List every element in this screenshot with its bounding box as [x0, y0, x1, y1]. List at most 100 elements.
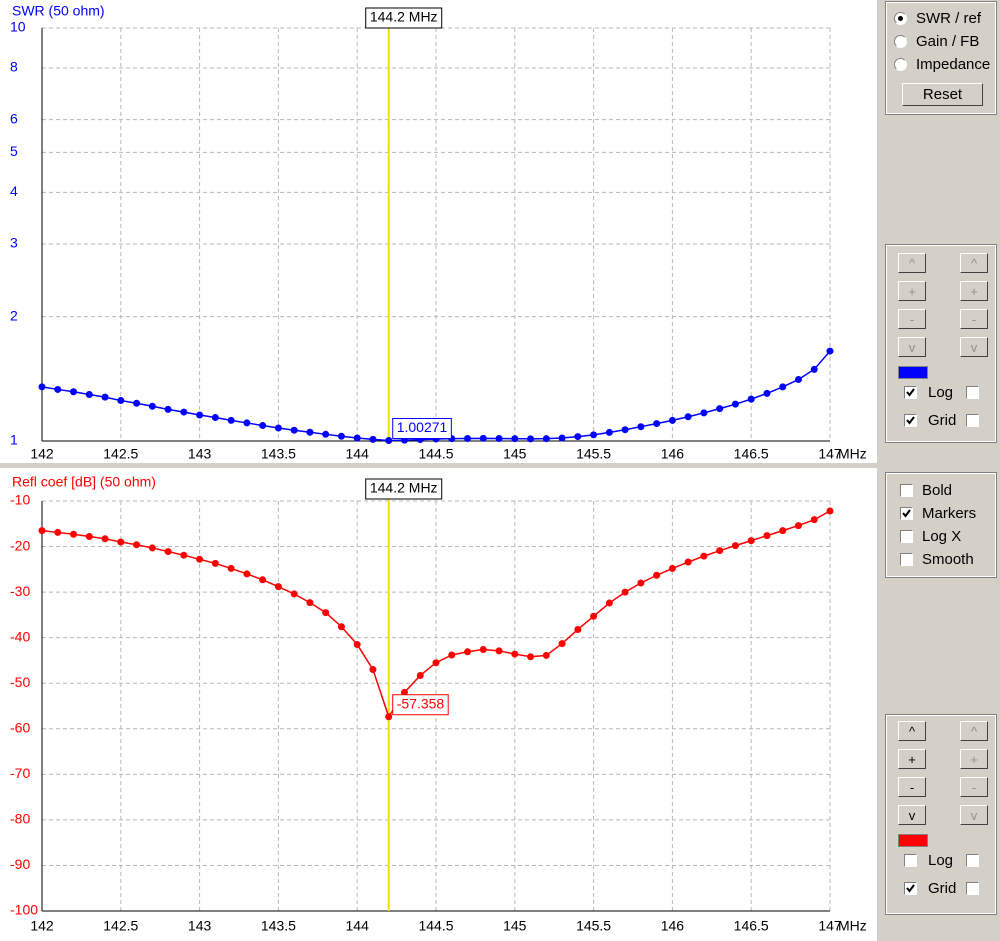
data-point	[259, 576, 267, 584]
data-point	[605, 599, 613, 607]
x-tick-label: 143.5	[261, 446, 296, 462]
checkbox-label[interactable]: Grid	[928, 880, 957, 897]
y-tick-label: -20	[10, 537, 30, 553]
x-unit: MHz	[838, 918, 867, 934]
checkbox-label[interactable]: Log X	[922, 528, 962, 545]
checkbox-label[interactable]: Bold	[922, 482, 953, 499]
data-point	[558, 640, 566, 648]
radio-label[interactable]: Impedance	[916, 56, 991, 73]
scale-button[interactable]: +	[898, 281, 926, 301]
scale-button[interactable]: -	[898, 777, 926, 797]
y-tick-label: 10	[10, 19, 26, 35]
checkbox[interactable]	[904, 882, 917, 895]
data-point	[306, 428, 314, 436]
splitter	[0, 463, 877, 468]
cursor-label-box	[365, 478, 443, 500]
scale-button[interactable]: +	[898, 749, 926, 769]
data-point	[653, 571, 661, 579]
data-point	[668, 564, 676, 572]
radio-button[interactable]	[894, 35, 907, 48]
checkbox[interactable]	[966, 386, 979, 399]
checkbox[interactable]	[904, 386, 917, 399]
x-tick-label: 142	[30, 918, 54, 934]
x-tick-label: 145	[503, 446, 527, 462]
scale-button[interactable]: v	[898, 337, 926, 357]
y-tick-label: 6	[10, 110, 18, 126]
checkbox[interactable]	[904, 414, 917, 427]
scale-button[interactable]: v	[960, 805, 988, 825]
radio-button[interactable]	[894, 58, 907, 71]
y-tick-label: 5	[10, 143, 18, 159]
plot-background	[0, 0, 877, 941]
data-point	[38, 383, 46, 391]
data-point	[527, 653, 535, 661]
y-tick-label: -40	[10, 628, 30, 644]
data-point	[85, 390, 93, 398]
data-point	[337, 432, 345, 440]
checkbox-label[interactable]: Markers	[922, 505, 977, 522]
x-tick-label: 144.5	[418, 446, 453, 462]
x-tick-label: 142.5	[103, 918, 138, 934]
checkbox[interactable]	[966, 414, 979, 427]
x-tick-label: 144	[346, 918, 370, 934]
data-point	[590, 431, 598, 439]
data-point	[826, 507, 834, 515]
scale-button[interactable]: +	[960, 749, 988, 769]
data-point	[148, 544, 156, 552]
data-point	[322, 609, 330, 617]
scale-button[interactable]: v	[898, 805, 926, 825]
data-point	[164, 405, 172, 413]
checkbox[interactable]	[900, 553, 913, 566]
data-point	[243, 570, 251, 578]
scale-button[interactable]: -	[960, 777, 988, 797]
checkbox[interactable]	[900, 484, 913, 497]
checkbox[interactable]	[904, 854, 917, 867]
x-tick-label: 143	[188, 918, 212, 934]
data-point	[621, 588, 629, 596]
cursor-label-box	[365, 7, 443, 29]
y-tick-label: 1	[10, 432, 18, 448]
scale-button[interactable]: ^	[898, 253, 926, 273]
data-point	[558, 434, 566, 442]
scale-button[interactable]: +	[960, 281, 988, 301]
radio-label[interactable]: Gain / FB	[916, 33, 980, 50]
data-point	[527, 435, 535, 443]
data-point	[495, 647, 503, 655]
data-point	[700, 552, 708, 560]
y-tick-label: 2	[10, 307, 18, 323]
data-point	[621, 426, 629, 434]
scale-button[interactable]: -	[960, 309, 988, 329]
checkbox[interactable]	[900, 530, 913, 543]
data-point	[479, 434, 487, 442]
data-point	[400, 688, 408, 696]
data-point	[148, 402, 156, 410]
checkbox[interactable]	[900, 507, 913, 520]
scale-button[interactable]: ^	[960, 721, 988, 741]
checkbox[interactable]	[966, 854, 979, 867]
scale-button[interactable]: -	[898, 309, 926, 329]
checkbox-label[interactable]: Smooth	[922, 551, 974, 568]
data-point	[274, 583, 282, 591]
data-point	[416, 671, 424, 679]
data-point	[290, 590, 298, 598]
x-tick-label: 147	[818, 918, 842, 934]
radio-label[interactable]: SWR / ref	[916, 10, 982, 27]
data-point	[259, 422, 267, 430]
scale-button[interactable]: ^	[960, 253, 988, 273]
data-point	[747, 537, 755, 545]
checkbox-label[interactable]: Log	[928, 852, 954, 869]
data-point	[432, 659, 440, 667]
scale-button[interactable]: v	[960, 337, 988, 357]
data-point	[38, 527, 46, 535]
data-point	[747, 395, 755, 403]
reset-button[interactable]: Reset	[902, 83, 983, 106]
radio-button[interactable]	[894, 12, 907, 25]
scale-button[interactable]: ^	[898, 721, 926, 741]
data-point	[337, 623, 345, 631]
data-point	[794, 522, 802, 530]
checkbox-label[interactable]: Grid	[928, 412, 957, 429]
checkbox[interactable]	[966, 882, 979, 895]
checkbox-label[interactable]: Log	[928, 384, 954, 401]
data-point	[211, 413, 219, 421]
